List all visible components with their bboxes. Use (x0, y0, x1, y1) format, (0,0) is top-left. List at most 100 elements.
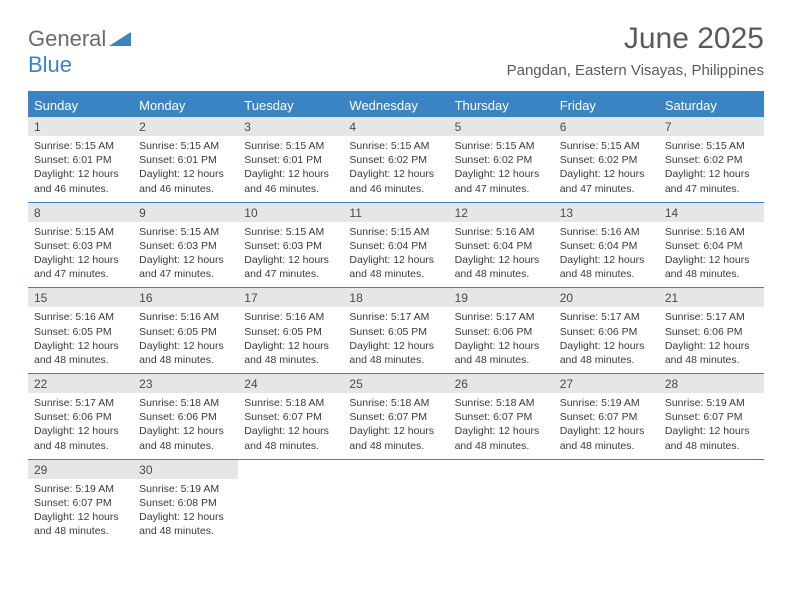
day-info: Sunrise: 5:18 AMSunset: 6:06 PMDaylight:… (133, 393, 238, 459)
logo-triangle-icon (109, 32, 131, 46)
day-number (238, 460, 343, 479)
day-number: 11 (343, 203, 448, 222)
day-info: Sunrise: 5:19 AMSunset: 6:07 PMDaylight:… (659, 393, 764, 459)
week-row: 891011121314Sunrise: 5:15 AMSunset: 6:03… (28, 203, 764, 289)
day-number: 17 (238, 288, 343, 307)
day-header-monday: Monday (133, 93, 238, 117)
info-row: Sunrise: 5:15 AMSunset: 6:03 PMDaylight:… (28, 222, 764, 288)
day-info: Sunrise: 5:17 AMSunset: 6:05 PMDaylight:… (343, 307, 448, 373)
day-number (449, 460, 554, 479)
day-number: 7 (659, 117, 764, 136)
day-info: Sunrise: 5:17 AMSunset: 6:06 PMDaylight:… (554, 307, 659, 373)
day-number: 14 (659, 203, 764, 222)
week-row: 1234567Sunrise: 5:15 AMSunset: 6:01 PMDa… (28, 117, 764, 203)
day-info (554, 479, 659, 545)
day-header-saturday: Saturday (659, 93, 764, 117)
calendar: SundayMondayTuesdayWednesdayThursdayFrid… (28, 91, 764, 544)
day-number: 22 (28, 374, 133, 393)
info-row: Sunrise: 5:19 AMSunset: 6:07 PMDaylight:… (28, 479, 764, 545)
day-info: Sunrise: 5:15 AMSunset: 6:02 PMDaylight:… (659, 136, 764, 202)
day-number: 15 (28, 288, 133, 307)
day-info: Sunrise: 5:19 AMSunset: 6:07 PMDaylight:… (554, 393, 659, 459)
day-number (343, 460, 448, 479)
day-header-sunday: Sunday (28, 93, 133, 117)
day-number: 8 (28, 203, 133, 222)
location-text: Pangdan, Eastern Visayas, Philippines (507, 62, 764, 79)
week-row: 2930Sunrise: 5:19 AMSunset: 6:07 PMDayli… (28, 460, 764, 545)
day-number: 25 (343, 374, 448, 393)
day-number: 29 (28, 460, 133, 479)
header: General Blue June 2025 Pangdan, Eastern … (28, 22, 764, 79)
day-info: Sunrise: 5:18 AMSunset: 6:07 PMDaylight:… (449, 393, 554, 459)
day-info: Sunrise: 5:17 AMSunset: 6:06 PMDaylight:… (28, 393, 133, 459)
day-number: 24 (238, 374, 343, 393)
day-number: 12 (449, 203, 554, 222)
day-info: Sunrise: 5:19 AMSunset: 6:07 PMDaylight:… (28, 479, 133, 545)
daynum-row: 891011121314 (28, 203, 764, 222)
week-row: 15161718192021Sunrise: 5:16 AMSunset: 6:… (28, 288, 764, 374)
daynum-row: 1234567 (28, 117, 764, 136)
day-number: 4 (343, 117, 448, 136)
day-info: Sunrise: 5:15 AMSunset: 6:02 PMDaylight:… (449, 136, 554, 202)
day-number: 18 (343, 288, 448, 307)
day-info (343, 479, 448, 545)
day-number: 13 (554, 203, 659, 222)
daynum-row: 2930 (28, 460, 764, 479)
day-number: 5 (449, 117, 554, 136)
day-number: 26 (449, 374, 554, 393)
logo-text-blue: Blue (28, 52, 72, 77)
day-number (659, 460, 764, 479)
day-number: 1 (28, 117, 133, 136)
day-number: 16 (133, 288, 238, 307)
day-header-friday: Friday (554, 93, 659, 117)
day-header-thursday: Thursday (449, 93, 554, 117)
day-info (238, 479, 343, 545)
day-info: Sunrise: 5:18 AMSunset: 6:07 PMDaylight:… (343, 393, 448, 459)
day-info: Sunrise: 5:15 AMSunset: 6:01 PMDaylight:… (238, 136, 343, 202)
day-info: Sunrise: 5:16 AMSunset: 6:04 PMDaylight:… (449, 222, 554, 288)
day-info: Sunrise: 5:17 AMSunset: 6:06 PMDaylight:… (449, 307, 554, 373)
logo-text-general: General (28, 26, 106, 51)
day-info: Sunrise: 5:15 AMSunset: 6:03 PMDaylight:… (133, 222, 238, 288)
day-info: Sunrise: 5:16 AMSunset: 6:05 PMDaylight:… (133, 307, 238, 373)
day-info: Sunrise: 5:16 AMSunset: 6:04 PMDaylight:… (659, 222, 764, 288)
day-number: 20 (554, 288, 659, 307)
info-row: Sunrise: 5:16 AMSunset: 6:05 PMDaylight:… (28, 307, 764, 373)
day-info: Sunrise: 5:15 AMSunset: 6:04 PMDaylight:… (343, 222, 448, 288)
day-info: Sunrise: 5:16 AMSunset: 6:05 PMDaylight:… (238, 307, 343, 373)
day-info: Sunrise: 5:15 AMSunset: 6:03 PMDaylight:… (238, 222, 343, 288)
week-row: 22232425262728Sunrise: 5:17 AMSunset: 6:… (28, 374, 764, 460)
title-block: June 2025 Pangdan, Eastern Visayas, Phil… (507, 22, 764, 79)
day-number: 6 (554, 117, 659, 136)
day-number (554, 460, 659, 479)
info-row: Sunrise: 5:15 AMSunset: 6:01 PMDaylight:… (28, 136, 764, 202)
day-info: Sunrise: 5:15 AMSunset: 6:01 PMDaylight:… (28, 136, 133, 202)
day-number: 28 (659, 374, 764, 393)
day-number: 2 (133, 117, 238, 136)
day-header-row: SundayMondayTuesdayWednesdayThursdayFrid… (28, 93, 764, 117)
day-info: Sunrise: 5:17 AMSunset: 6:06 PMDaylight:… (659, 307, 764, 373)
day-info: Sunrise: 5:15 AMSunset: 6:03 PMDaylight:… (28, 222, 133, 288)
day-number: 23 (133, 374, 238, 393)
day-number: 30 (133, 460, 238, 479)
day-info (659, 479, 764, 545)
page-title: June 2025 (507, 22, 764, 56)
day-number: 10 (238, 203, 343, 222)
daynum-row: 15161718192021 (28, 288, 764, 307)
day-number: 3 (238, 117, 343, 136)
logo: General Blue (28, 26, 131, 78)
day-number: 19 (449, 288, 554, 307)
day-number: 27 (554, 374, 659, 393)
day-info: Sunrise: 5:19 AMSunset: 6:08 PMDaylight:… (133, 479, 238, 545)
info-row: Sunrise: 5:17 AMSunset: 6:06 PMDaylight:… (28, 393, 764, 459)
day-info: Sunrise: 5:15 AMSunset: 6:01 PMDaylight:… (133, 136, 238, 202)
day-info: Sunrise: 5:18 AMSunset: 6:07 PMDaylight:… (238, 393, 343, 459)
day-header-tuesday: Tuesday (238, 93, 343, 117)
day-number: 21 (659, 288, 764, 307)
day-info: Sunrise: 5:16 AMSunset: 6:04 PMDaylight:… (554, 222, 659, 288)
day-header-wednesday: Wednesday (343, 93, 448, 117)
day-info: Sunrise: 5:15 AMSunset: 6:02 PMDaylight:… (343, 136, 448, 202)
day-info: Sunrise: 5:16 AMSunset: 6:05 PMDaylight:… (28, 307, 133, 373)
daynum-row: 22232425262728 (28, 374, 764, 393)
day-number: 9 (133, 203, 238, 222)
